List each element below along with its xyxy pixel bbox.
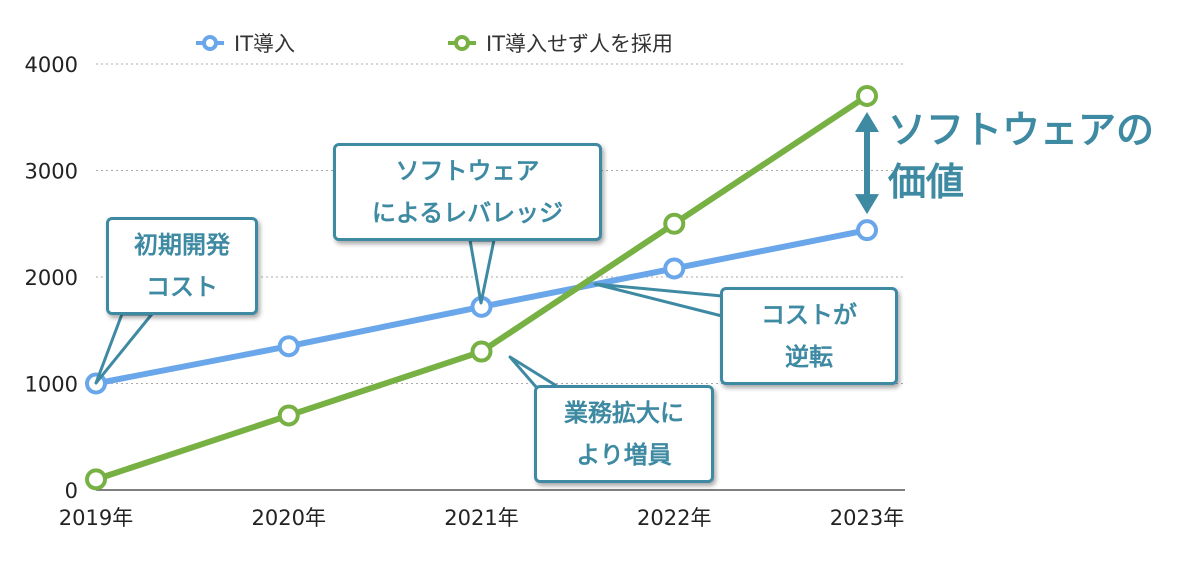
callout-initial-cost-line2: コスト: [146, 273, 218, 301]
y-tick-label: 2000: [25, 266, 78, 290]
y-tick-label: 3000: [25, 160, 78, 184]
data-point: [856, 84, 878, 107]
software-value-label: ソフトウェアの 価値: [888, 104, 1154, 208]
y-tick-label: 0: [65, 479, 78, 503]
data-point: [277, 404, 300, 427]
callout-leverage-line2: によるレバレッジ: [371, 199, 564, 227]
x-tick-label: 2023年: [830, 506, 904, 530]
x-tick-label: 2019年: [59, 506, 133, 530]
data-point: [277, 335, 300, 358]
legend-marker: [454, 35, 470, 51]
callout-cost-reverse: コストが 逆転: [720, 287, 898, 385]
x-tick-label: 2020年: [252, 506, 326, 530]
callout-staff-increase-line2: より増員: [576, 441, 672, 469]
data-point: [85, 468, 107, 491]
callout-cost-reverse-line2: 逆転: [785, 343, 833, 371]
callout-staff-increase-line1: 業務拡大に: [564, 399, 684, 427]
callout-leverage-line1: ソフトウェア: [395, 157, 540, 185]
arrow-head-down: [855, 194, 879, 215]
legend-marker: [202, 35, 218, 51]
callout-leverage: ソフトウェア によるレバレッジ: [333, 143, 602, 241]
arrow-head-up: [855, 111, 879, 132]
legend-label: IT導入: [234, 32, 295, 56]
callout-initial-cost: 初期開発 コスト: [106, 217, 258, 315]
value-arrow: [855, 111, 879, 215]
x-tick-label: 2021年: [444, 506, 518, 530]
callout-initial-cost-line1: 初期開発: [134, 231, 230, 259]
callout-cost-reverse-line1: コストが: [761, 301, 857, 329]
data-point: [663, 257, 686, 280]
x-tick-label: 2022年: [637, 506, 711, 530]
software-value-line2: 価値: [888, 160, 965, 204]
callout-leverage-tail: [468, 238, 496, 305]
series-layer: [85, 84, 878, 491]
data-point: [663, 212, 686, 235]
data-point: [856, 219, 878, 242]
callout-cost-reverse-tail: [593, 282, 724, 318]
y-tick-label: 4000: [25, 53, 78, 77]
legend: IT導入 IT導入せず人を採用: [196, 32, 673, 56]
axes: 0 1000 2000 3000 4000 2019年 2020年 2021年 2022年 202…: [25, 53, 905, 530]
legend-label: IT導入せず人を採用: [486, 32, 673, 56]
y-tick-label: 1000: [25, 373, 78, 397]
data-point: [470, 340, 493, 363]
software-value-line1: ソフトウェアの: [888, 108, 1155, 152]
callout-staff-increase: 業務拡大に より増員: [534, 385, 714, 483]
